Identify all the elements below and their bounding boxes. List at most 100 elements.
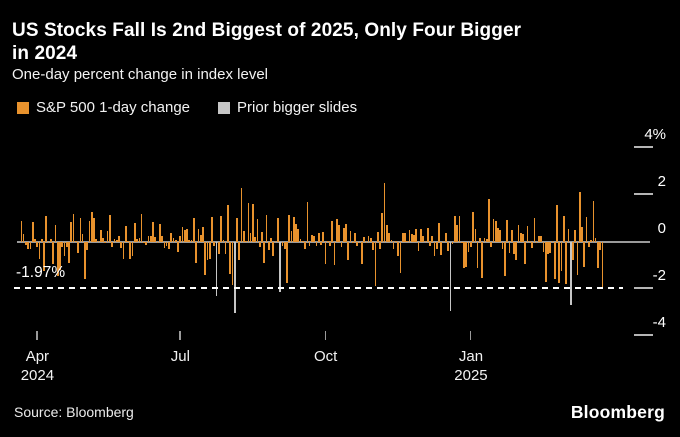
sp500-daily-bar xyxy=(485,239,488,242)
sp500-daily-bar xyxy=(25,242,27,246)
sp500-daily-bar xyxy=(38,242,41,259)
sp500-daily-bar xyxy=(261,232,263,242)
sp500-daily-bar xyxy=(413,234,415,242)
sp500-daily-bar xyxy=(479,238,481,242)
sp500-daily-bar xyxy=(197,229,200,242)
sp500-daily-bar xyxy=(422,236,424,242)
sp500-daily-bar xyxy=(331,220,334,242)
sp500-daily-bar xyxy=(515,242,518,260)
sp500-daily-bar xyxy=(88,220,91,242)
sp500-daily-bar xyxy=(206,242,209,261)
sp500-daily-bar xyxy=(340,242,343,247)
sp500-daily-bar xyxy=(585,216,588,242)
sp500-daily-bar xyxy=(469,242,472,248)
sp500-daily-bar xyxy=(401,232,404,242)
sp500-daily-bar xyxy=(84,242,86,279)
x-axis-tick xyxy=(36,331,38,340)
sp500-daily-bar xyxy=(370,238,372,242)
sp500-daily-bar xyxy=(97,241,100,242)
x-axis-label: Apr xyxy=(25,348,50,365)
sp500-daily-bar xyxy=(245,241,247,242)
sp500-daily-bar xyxy=(567,229,570,242)
sp500-daily-bar xyxy=(317,232,320,242)
sp500-daily-bar xyxy=(447,242,449,252)
sp500-daily-bar xyxy=(52,242,54,265)
sp500-daily-bar xyxy=(138,238,141,242)
sp500-daily-bar xyxy=(290,231,293,242)
sp500-daily-bar xyxy=(415,228,418,242)
sp500-daily-bar xyxy=(342,227,345,242)
sp500-daily-bar xyxy=(263,242,266,263)
sp500-daily-bar xyxy=(72,213,75,242)
sp500-daily-bar xyxy=(429,242,431,247)
sp500-daily-bar xyxy=(522,233,524,242)
threshold-label: -1.97% xyxy=(16,264,66,281)
sp500-daily-bar xyxy=(258,242,261,247)
zero-axis-line xyxy=(17,241,650,243)
sp500-daily-bar xyxy=(576,242,579,275)
sp500-daily-bar xyxy=(63,242,66,256)
sp500-daily-bar xyxy=(474,229,477,242)
sp500-daily-bar xyxy=(149,235,152,242)
sp500-daily-bar xyxy=(111,242,113,247)
sp500-daily-bar xyxy=(74,241,77,242)
prior-bigger-slide-bar xyxy=(233,242,236,313)
sp500-daily-bar xyxy=(320,242,322,246)
sp500-daily-bar xyxy=(594,238,597,242)
sp500-daily-bar xyxy=(549,242,552,254)
sp500-daily-bar xyxy=(247,202,250,242)
sp500-daily-bar xyxy=(99,230,102,242)
sp500-daily-bar xyxy=(426,227,429,242)
sp500-daily-bar xyxy=(465,242,468,268)
sp500-daily-bar xyxy=(454,216,456,242)
sp500-daily-bar xyxy=(229,242,232,275)
sp500-daily-bar xyxy=(365,242,368,243)
sp500-daily-bar xyxy=(93,217,95,242)
sp500-daily-bar xyxy=(336,219,338,242)
sp500-daily-bar xyxy=(134,223,136,242)
sp500-daily-bar xyxy=(351,242,354,243)
sp500-daily-bar xyxy=(136,239,138,242)
sp500-daily-bar xyxy=(458,216,461,242)
legend-label-sp500: S&P 500 1-day change xyxy=(36,99,191,116)
sp500-daily-bar xyxy=(492,218,495,242)
sp500-daily-bar xyxy=(528,241,531,242)
sp500-daily-bar xyxy=(281,242,284,246)
sp500-daily-bar xyxy=(95,238,98,242)
sp500-daily-bar xyxy=(270,238,272,242)
sp500-daily-bar xyxy=(43,242,45,271)
sp500-daily-bar xyxy=(467,242,470,253)
sp500-swatch-icon xyxy=(17,101,29,114)
sp500-daily-bar xyxy=(163,242,166,248)
sp500-daily-bar xyxy=(47,242,50,243)
sp500-daily-bar xyxy=(431,236,434,242)
sp500-daily-bar xyxy=(45,215,48,242)
sp500-daily-bar xyxy=(499,229,502,242)
sp500-daily-bar xyxy=(231,242,234,286)
sp500-daily-bar xyxy=(295,224,297,242)
sp500-daily-bar xyxy=(438,222,440,242)
sp500-daily-bar xyxy=(286,242,288,283)
sp500-daily-bar xyxy=(267,242,270,250)
prior-bigger-slide-bar xyxy=(215,242,218,297)
sp500-daily-bar xyxy=(147,235,150,242)
sp500-daily-bar xyxy=(442,241,445,242)
sp500-daily-bar xyxy=(288,214,291,242)
sp500-daily-bar xyxy=(519,232,522,242)
sp500-daily-bar xyxy=(553,242,556,280)
sp500-daily-bar xyxy=(156,242,159,243)
sp500-daily-bar xyxy=(308,242,311,247)
sp500-daily-bar xyxy=(574,230,577,242)
sp500-daily-bar xyxy=(424,240,427,242)
legend: S&P 500 1-day change Prior bigger slides xyxy=(17,99,357,116)
sp500-daily-bar xyxy=(506,220,508,242)
sp500-daily-bar xyxy=(597,242,599,269)
sp500-daily-bar xyxy=(118,236,120,242)
sp500-daily-bar xyxy=(504,242,506,277)
sp500-daily-bar xyxy=(213,242,216,246)
sp500-daily-bar xyxy=(358,242,361,244)
y-axis-tick xyxy=(634,287,653,289)
sp500-daily-bar xyxy=(50,238,52,242)
sp500-daily-bar xyxy=(494,221,497,242)
